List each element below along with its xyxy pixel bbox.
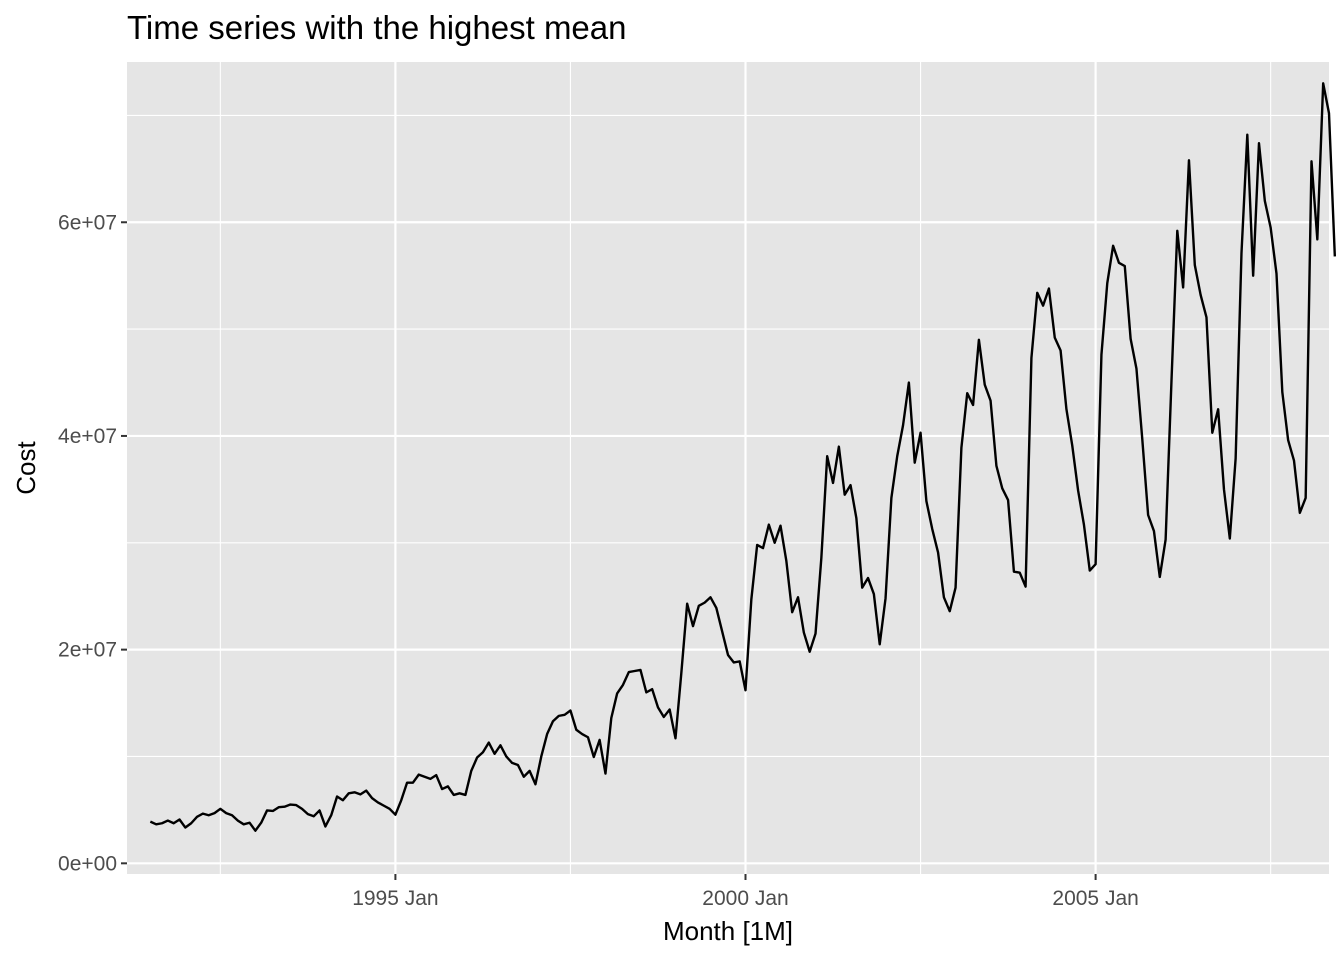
- chart-title: Time series with the highest mean: [127, 9, 627, 46]
- series-line-0: [149, 82, 1337, 832]
- x-tick-label: 2005 Jan: [1052, 887, 1138, 910]
- y-axis-title: Cost: [11, 440, 41, 494]
- y-tick-label: 2e+07: [58, 639, 117, 662]
- x-tick-label: 2000 Jan: [702, 887, 788, 910]
- plot-panel: [127, 62, 1329, 874]
- y-tick-label: 0e+00: [58, 852, 117, 875]
- minor-grid: [127, 62, 1329, 874]
- y-tick-label: 6e+07: [58, 211, 117, 234]
- x-axis: 1995 Jan 2000 Jan 2005 Jan: [352, 874, 1139, 910]
- y-axis: 0e+00 2e+07 4e+07 6e+07: [58, 211, 127, 875]
- y-tick-label: 4e+07: [58, 425, 117, 448]
- major-grid: [127, 62, 1329, 874]
- series-layer: [149, 82, 1337, 832]
- x-tick-label: 1995 Jan: [352, 887, 438, 910]
- x-axis-title: Month [1M]: [663, 916, 793, 946]
